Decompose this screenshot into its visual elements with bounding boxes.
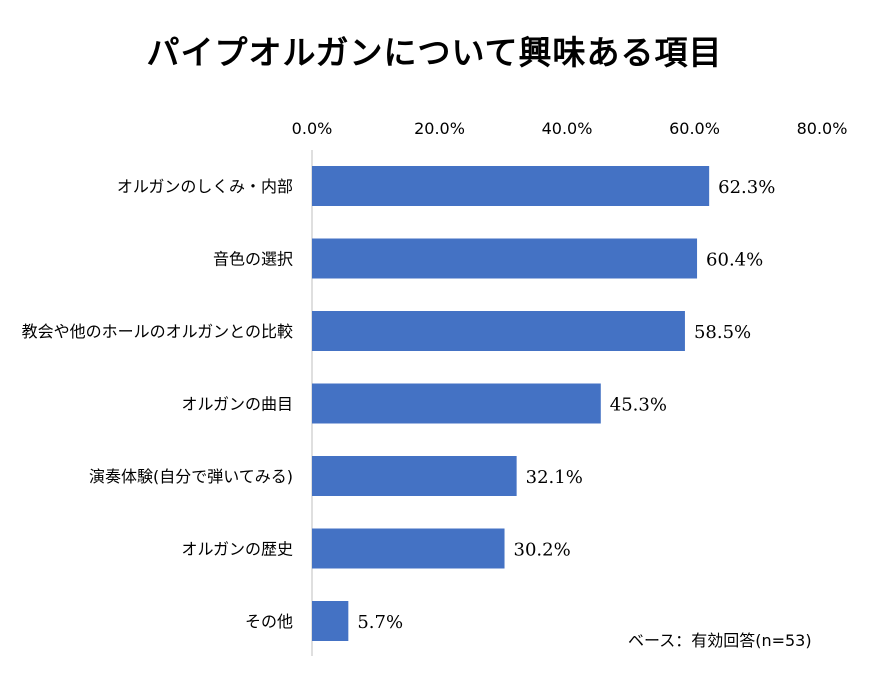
- value-label: 60.4%: [706, 250, 763, 271]
- bar: [312, 383, 601, 424]
- x-tick-label: 80.0%: [797, 119, 848, 138]
- bar: [312, 528, 505, 569]
- chart-title: パイプオルガンについて興味ある項目: [146, 33, 723, 72]
- bar: [312, 456, 517, 496]
- category-label: オルガンの歴史: [181, 540, 293, 559]
- category-label: 演奏体験(自分で弾いてみる): [89, 467, 293, 486]
- value-label: 62.3%: [718, 177, 775, 198]
- base-note: ベース：有効回答(n=53): [628, 631, 812, 650]
- x-tick-label: 0.0%: [292, 119, 333, 138]
- value-label: 32.1%: [526, 467, 583, 488]
- category-labels: オルガンのしくみ・内部音色の選択教会や他のホールのオルガンとの比較オルガンの曲目…: [22, 177, 293, 631]
- category-label: オルガンの曲目: [181, 395, 293, 414]
- bar: [312, 238, 698, 279]
- category-label: 音色の選択: [213, 250, 293, 269]
- value-label: 5.7%: [357, 612, 403, 633]
- x-tick-label: 60.0%: [669, 119, 720, 138]
- x-tick-label: 20.0%: [414, 119, 465, 138]
- category-label: オルガンのしくみ・内部: [117, 177, 293, 196]
- bars: [312, 166, 710, 641]
- value-label: 30.2%: [514, 540, 571, 561]
- category-label: 教会や他のホールのオルガンとの比較: [22, 322, 293, 341]
- bar: [312, 311, 685, 351]
- value-labels: 62.3% 60.4% 58.5% 45.3% 32.1% 30.2% 5.7%: [357, 177, 775, 633]
- bar: [312, 166, 710, 206]
- value-label: 45.3%: [610, 395, 667, 416]
- x-tick-label: 40.0%: [542, 119, 593, 138]
- bar: [312, 601, 349, 641]
- category-label: その他: [245, 612, 293, 631]
- x-axis-ticks: 0.0% 20.0% 40.0% 60.0% 80.0%: [292, 119, 848, 138]
- value-label: 58.5%: [694, 322, 751, 343]
